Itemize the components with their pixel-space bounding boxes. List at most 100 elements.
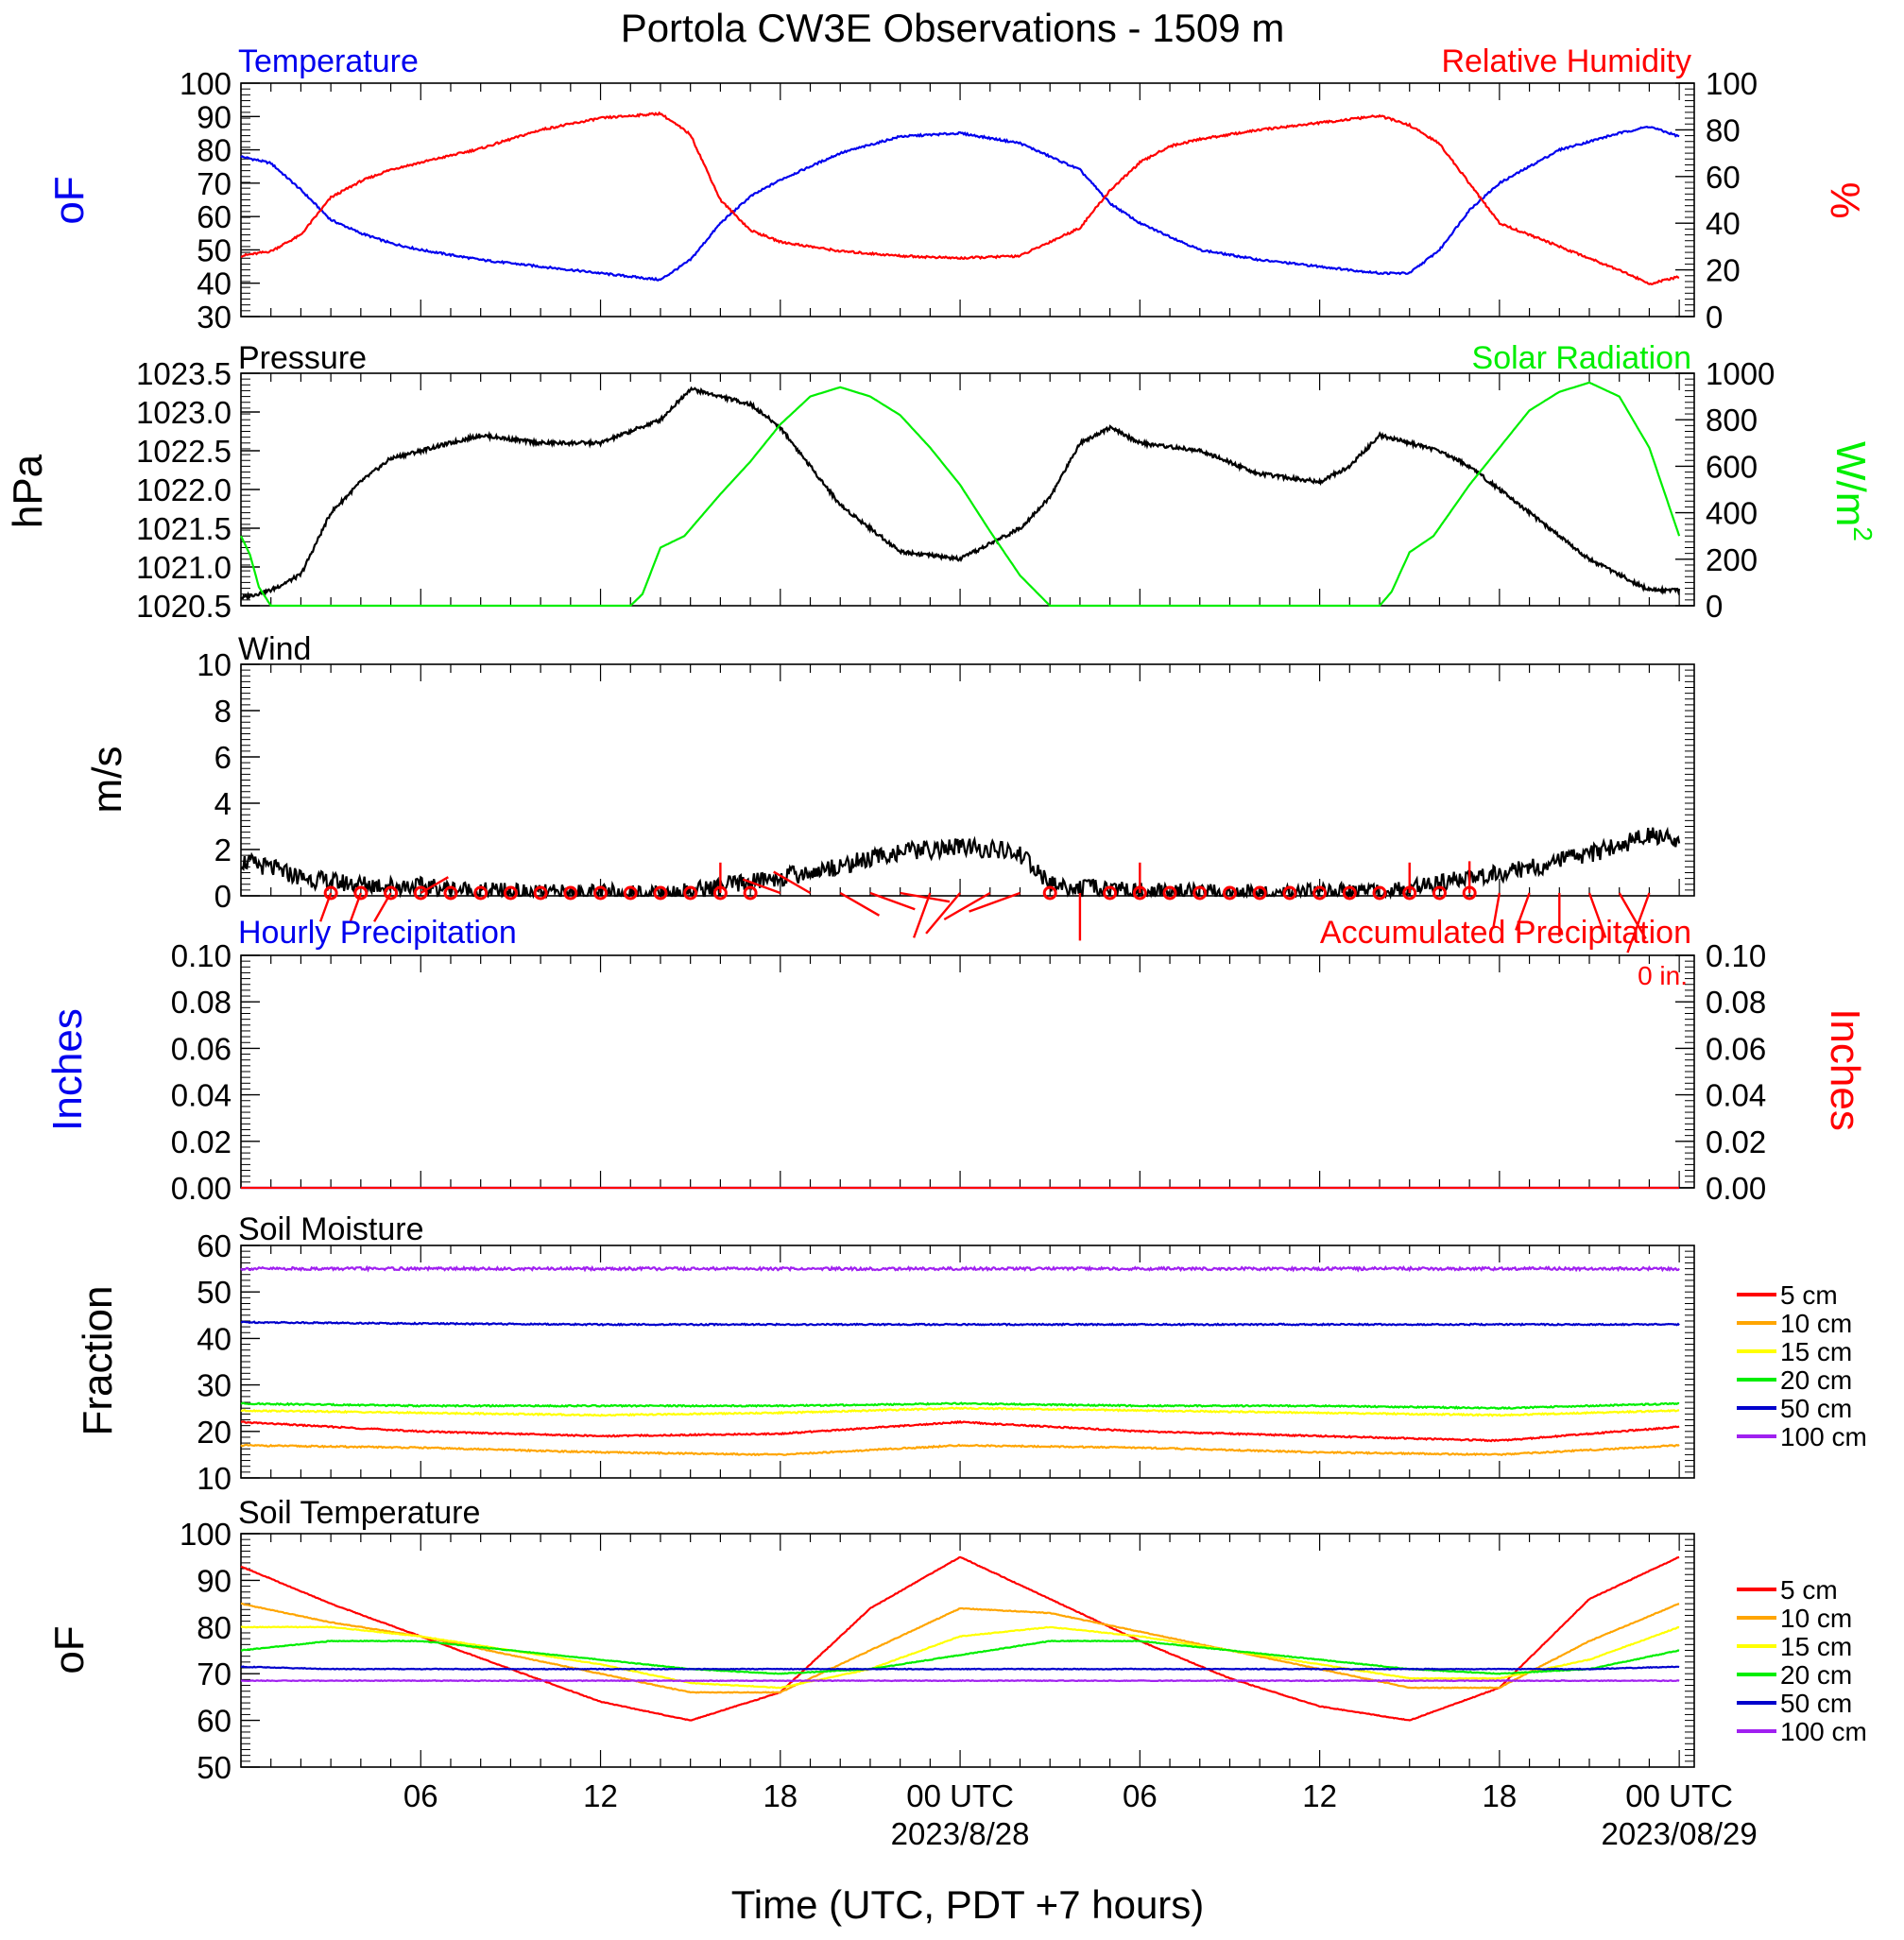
panel-1-right-tick-label: 200 <box>1706 542 1758 577</box>
panel-1-left-tick-label: 1021.0 <box>136 550 232 585</box>
panel-3-right-tick-label: 0.02 <box>1706 1125 1766 1159</box>
panel-3-left-tick-label: 0.08 <box>171 985 232 1020</box>
panel-1-right-tick-label: 1000 <box>1706 356 1775 391</box>
panel-1-left-tick-label: 1022.0 <box>136 472 232 507</box>
wind-calm-marker <box>1192 885 1208 901</box>
panel-1-right-tick-label: 0 <box>1706 589 1723 624</box>
wind-barb <box>1515 892 1531 931</box>
precip-right-unit: Inches <box>1822 1008 1868 1131</box>
panel-0-left-tick-label: 90 <box>197 99 232 134</box>
panel-2-left-tick-label: 6 <box>214 740 232 775</box>
panel-3-left-tick-label: 0.10 <box>171 938 232 973</box>
humidity-line <box>240 111 1680 285</box>
panel-0-left-tick-label: 70 <box>197 166 232 201</box>
legend-label-4-0: 5 cm <box>1780 1280 1838 1310</box>
panel-0-left-tick-label: 50 <box>197 232 232 267</box>
panel-3-left-tick-label: 0.00 <box>171 1171 232 1206</box>
panel-3-right-tick-label: 0.04 <box>1706 1078 1766 1113</box>
panel-3-right-tick-label: 0.00 <box>1706 1171 1766 1206</box>
solar-unit-sup: 2 <box>1848 526 1878 541</box>
panel-3-left-tick-label: 0.02 <box>171 1125 232 1159</box>
time-tick-date: 2023/8/28 <box>891 1816 1030 1851</box>
legend-label-4-5: 100 cm <box>1780 1422 1867 1451</box>
wind-barb <box>1618 892 1647 940</box>
panel-3-left-tick-label: 0.04 <box>171 1078 232 1113</box>
panel-5-left-tick-label: 50 <box>197 1750 232 1785</box>
solar-unit-label: W/m2 <box>1827 441 1878 541</box>
time-tick-label: 12 <box>1302 1778 1337 1813</box>
soil-moisture-line-15cm <box>240 1406 1680 1417</box>
wind-calm-marker <box>503 885 518 901</box>
soil-moisture-line-20cm <box>240 1401 1680 1411</box>
panel-4-left-tick-label: 60 <box>197 1228 232 1263</box>
soil-moisture-line-50cm <box>241 1320 1680 1327</box>
wind-light-marker <box>712 885 728 901</box>
soil-moisture-line-100cm <box>240 1264 1680 1273</box>
panel-0-left-tick-label: 30 <box>197 300 232 335</box>
humidity-label: Relative Humidity <box>1441 43 1691 79</box>
time-tick-date: 2023/08/29 <box>1602 1816 1758 1851</box>
wind-light-marker <box>323 885 338 901</box>
panel-1-left-tick-label: 1023.5 <box>136 356 232 391</box>
wind-barb <box>912 892 932 938</box>
soil-moisture-unit: Fraction <box>75 1286 121 1436</box>
panel-5-left-tick-label: 90 <box>197 1563 232 1598</box>
soil-moisture-line-10cm <box>240 1443 1680 1457</box>
panel-1-right-tick-label: 600 <box>1706 449 1758 484</box>
soil-temperature-line-100cm <box>240 1678 1680 1683</box>
panel-4-left-tick-label: 30 <box>197 1368 232 1403</box>
time-tick-label: 18 <box>1483 1778 1518 1813</box>
solar-radiation-label: Solar Radiation <box>1472 340 1691 376</box>
wind-barb <box>742 878 781 895</box>
accum-precip-total: 0 in. <box>1638 961 1688 990</box>
solar-unit-base: W/m <box>1827 441 1874 526</box>
legend-label-4-2: 15 cm <box>1780 1337 1852 1366</box>
wind-calm-marker <box>1222 885 1237 901</box>
wind-calm-marker <box>653 885 668 901</box>
temperature-label: Temperature <box>238 43 419 79</box>
wind-barb <box>869 891 916 911</box>
wind-calm-marker <box>563 885 578 901</box>
panel-0-left-tick-label: 40 <box>197 266 232 301</box>
panel-0-right-tick-label: 60 <box>1706 160 1741 195</box>
wind-barb <box>773 870 812 895</box>
time-tick-label: 06 <box>403 1778 438 1813</box>
chart-title: Portola CW3E Observations - 1509 m <box>621 6 1285 50</box>
panel-4-left-tick-label: 40 <box>197 1321 232 1356</box>
wind-barb <box>943 891 991 921</box>
panel-0-left-tick-label: 80 <box>197 133 232 168</box>
panel-2-left-tick-label: 10 <box>197 647 232 682</box>
wind-barb <box>1492 892 1501 929</box>
panel-2-left-tick-label: 8 <box>214 694 232 729</box>
panel-0-left-tick-label: 100 <box>180 66 232 101</box>
legend-label-4-1: 10 cm <box>1780 1309 1852 1338</box>
panel-4-left-tick-label: 10 <box>197 1461 232 1496</box>
wind-calm-marker <box>593 885 609 901</box>
legend-label-4-3: 20 cm <box>1780 1365 1852 1395</box>
wind-calm-marker <box>1312 885 1328 901</box>
wind-calm-marker <box>683 885 698 901</box>
wind-light-marker <box>1462 885 1477 901</box>
pressure-line <box>240 386 1681 601</box>
wind-speed-line <box>240 826 1681 901</box>
wind-panel: 0 2 4 6 8 10 <box>197 647 1695 953</box>
humidity-unit-label: % <box>1822 181 1868 218</box>
precipitation-panel: 0.00 0.02 0.04 0.06 0.08 0.10 0.00 0.02 0.04 0.06… <box>171 938 1766 1206</box>
panel-0-right-tick-label: 100 <box>1706 66 1758 101</box>
wind-barb <box>1587 892 1607 938</box>
x-axis-label: Time (UTC, PDT +7 hours) <box>731 1882 1205 1927</box>
wind-light-marker <box>413 885 428 901</box>
legend-label-5-2: 15 cm <box>1780 1632 1852 1661</box>
panel-1-left-tick-label: 1023.0 <box>136 395 232 430</box>
legend-label-5-3: 20 cm <box>1780 1660 1852 1690</box>
panel-3-right-tick-label: 0.06 <box>1706 1031 1766 1066</box>
wind-calm-marker <box>443 885 458 901</box>
wind-barb <box>925 892 961 935</box>
time-tick-label: 06 <box>1123 1778 1158 1813</box>
accum-precip-label: Accumulated Precipitation <box>1320 915 1691 951</box>
hourly-precip-label: Hourly Precipitation <box>238 915 517 951</box>
legend-label-5-4: 50 cm <box>1780 1689 1852 1718</box>
